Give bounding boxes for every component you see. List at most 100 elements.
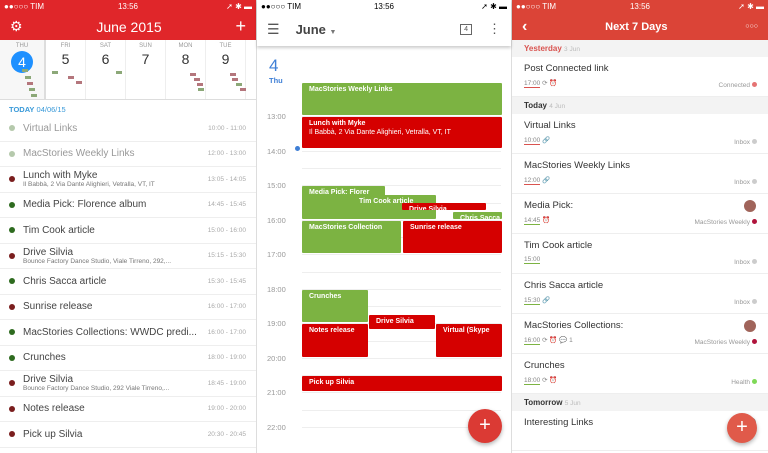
- half-hour-gridline: [302, 375, 501, 376]
- day-column-sun[interactable]: SUN 7: [126, 40, 166, 99]
- event-block[interactable]: Chris Sacca: [453, 211, 502, 219]
- add-task-button[interactable]: +: [727, 413, 757, 443]
- event-time: 18:45 - 19:00: [207, 379, 246, 387]
- event-title: Crunches: [23, 352, 66, 364]
- task-project: MacStories Weekly: [694, 219, 757, 226]
- month-title[interactable]: June 2015: [96, 18, 162, 35]
- task-title: Media Pick:: [524, 200, 574, 211]
- event-marker: [194, 78, 200, 81]
- event-row[interactable]: MacStories Weekly Links 12:00 - 13:00: [0, 142, 256, 167]
- half-hour-gridline: [302, 409, 501, 411]
- event-row[interactable]: Drive Silvia Bounce Factory Dance Studio,…: [0, 371, 256, 397]
- event-title: Crunches: [309, 292, 342, 300]
- event-title: Chris Sacca article: [23, 275, 107, 287]
- event-row[interactable]: Sunrise release 16:00 - 17:00: [0, 295, 256, 320]
- hour-gridline: [302, 116, 501, 117]
- event-title: Virtual Links: [23, 122, 78, 134]
- event-row[interactable]: Lunch with Myke Il Babbà, 2 Via Dante Ali…: [0, 167, 256, 193]
- event-block[interactable]: Lunch with Myke Il Babbà, 2 Via Dante Ali…: [302, 117, 502, 148]
- task-time[interactable]: 17:00: [524, 80, 541, 88]
- gear-icon[interactable]: ⚙: [10, 18, 23, 34]
- calendar-color-dot: [9, 303, 15, 310]
- event-marker: [31, 94, 37, 97]
- event-row[interactable]: Crunches 18:00 - 19:00: [0, 346, 256, 371]
- task-row[interactable]: Crunches 18:00 ⟳ ⏰ Health: [512, 354, 768, 394]
- task-title: Crunches: [524, 360, 565, 371]
- task-row[interactable]: Post Connected link 17:00 ⟳ ⏰ Connected: [512, 57, 768, 97]
- task-time[interactable]: 15:00: [524, 256, 541, 264]
- event-marker: [230, 73, 236, 76]
- event-marker: [68, 76, 74, 79]
- task-row[interactable]: Virtual Links 10:00 🔗 Inbox: [512, 114, 768, 154]
- section-label: Today: [524, 101, 547, 110]
- event-block[interactable]: Notes release: [302, 324, 368, 357]
- hour-gridline: [302, 426, 501, 428]
- task-row[interactable]: Tim Cook article 15:00 Inbox: [512, 234, 768, 274]
- event-block[interactable]: MacStories Weekly Links: [302, 82, 502, 115]
- day-number: 9: [206, 51, 245, 67]
- header: ●●○○○ TIM 13:56 ➚ ✱ ▬ ☰ June ▼ 4 ⋮: [257, 0, 511, 46]
- menu-icon[interactable]: ☰: [267, 20, 280, 37]
- task-time[interactable]: 12:00: [524, 177, 541, 185]
- day-number: 4: [0, 51, 44, 73]
- day-name: FRI: [60, 43, 71, 49]
- carrier: ●●○○○ TIM: [4, 2, 45, 11]
- task-row[interactable]: Media Pick: 14:45 ⏰ MacStories Weekly: [512, 194, 768, 234]
- event-row[interactable]: Tim Cook article 15:00 - 16:00: [0, 218, 256, 244]
- day-column-thu[interactable]: THU 4: [0, 40, 46, 99]
- day-number: 7: [126, 51, 165, 67]
- task-time[interactable]: 15:30: [524, 297, 541, 305]
- current-time-indicator: [295, 146, 300, 151]
- event-title: MacStories Collections: WWDC predi...: [23, 326, 197, 338]
- hour-gridline: [302, 254, 501, 255]
- calendar-color-dot: [9, 405, 15, 412]
- task-time[interactable]: 14:45: [524, 217, 541, 225]
- event-block[interactable]: Virtual (Skype: [436, 324, 502, 357]
- event-block[interactable]: MacStories Collection: [302, 220, 401, 253]
- day-column-tue[interactable]: TUE 9: [206, 40, 246, 99]
- task-title: Virtual Links: [524, 120, 576, 131]
- event-block[interactable]: Crunches: [302, 289, 368, 322]
- event-row[interactable]: Drive Silvia Bounce Factory Dance Studio,…: [0, 244, 256, 269]
- event-time: 19:00 - 20:00: [207, 405, 246, 413]
- clock: 13:56: [117, 2, 139, 11]
- event-marker: [232, 78, 238, 81]
- calendar-color-dot: [9, 150, 15, 157]
- event-block[interactable]: Pick up Silvia: [302, 375, 502, 391]
- day-column-mon[interactable]: MON 8: [166, 40, 206, 99]
- event-block[interactable]: Drive Silvia: [402, 203, 486, 210]
- event-marker: [198, 88, 204, 91]
- event-row[interactable]: Chris Sacca article 15:30 - 15:45: [0, 269, 256, 295]
- event-row[interactable]: MacStories Collections: WWDC predi... 16:…: [0, 320, 256, 346]
- add-event-button[interactable]: +: [468, 409, 502, 443]
- event-info: Crunches: [23, 352, 201, 363]
- task-time[interactable]: 16:00: [524, 337, 541, 345]
- day-name: THU: [15, 43, 29, 49]
- project-color-dot: [752, 339, 757, 344]
- back-icon[interactable]: ‹: [522, 17, 528, 35]
- event-block[interactable]: Tim Cook article: [352, 194, 436, 219]
- avatar: [744, 320, 756, 332]
- today-header: TODAY 04/06/15: [0, 100, 256, 116]
- event-block[interactable]: Sunrise release: [403, 220, 502, 253]
- month-dropdown[interactable]: June ▼: [296, 22, 461, 37]
- event-row[interactable]: Pick up Silvia 20:30 - 20:45: [0, 422, 256, 448]
- more-vert-icon[interactable]: ⋮: [488, 21, 501, 36]
- task-time[interactable]: 10:00: [524, 137, 541, 145]
- task-row[interactable]: MacStories Weekly Links 12:00 🔗 Inbox: [512, 154, 768, 194]
- event-row[interactable]: Media Pick: Florence album 14:45 - 15:45: [0, 193, 256, 218]
- month-label: June: [295, 21, 326, 37]
- calendar-today-icon[interactable]: 4: [460, 23, 472, 35]
- calendar-color-dot: [9, 354, 15, 361]
- task-time[interactable]: 18:00: [524, 377, 541, 385]
- day-column-fri[interactable]: FRI 5: [46, 40, 86, 99]
- event-row[interactable]: Notes release 19:00 - 20:00: [0, 397, 256, 422]
- day-column-sat[interactable]: SAT 6: [86, 40, 126, 99]
- more-icon[interactable]: ○○○: [745, 23, 758, 30]
- add-icon[interactable]: +: [235, 16, 246, 36]
- task-row[interactable]: Chris Sacca article 15:30 🔗 Inbox: [512, 274, 768, 314]
- event-block[interactable]: Drive Silvia: [369, 315, 435, 329]
- event-row[interactable]: Virtual Links 10:00 - 11:00: [0, 116, 256, 142]
- task-row[interactable]: MacStories Collections: 16:00 ⟳ ⏰ 💬 1 MacS…: [512, 314, 768, 354]
- project-name: Inbox: [734, 179, 750, 186]
